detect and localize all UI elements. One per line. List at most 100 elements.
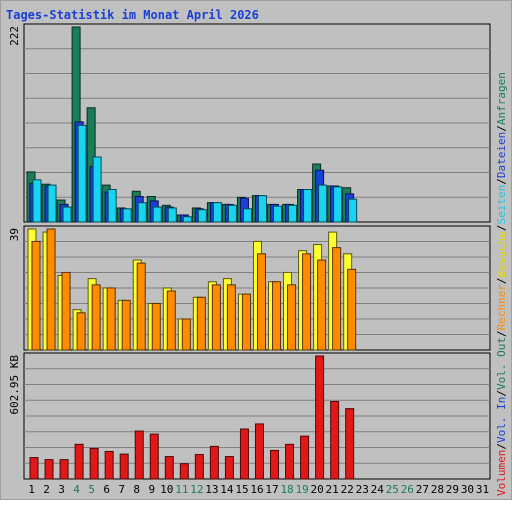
bar-rechner-day-7 — [121, 299, 131, 351]
legend-entry: / — [495, 125, 508, 132]
bar-seiten-day-20 — [318, 184, 328, 223]
x-tick-label: 28 — [431, 483, 444, 496]
bar-seiten-day-11 — [182, 216, 192, 223]
legend-entry: Rechner — [495, 284, 508, 331]
x-tick-label: 3 — [58, 483, 65, 496]
x-tick-label: 27 — [416, 483, 429, 496]
bar-rechner-day-21 — [332, 247, 342, 351]
bar-rechner-day-17 — [272, 281, 282, 351]
bar-volumen-day-22 — [345, 408, 355, 480]
bar-seiten-day-22 — [348, 198, 358, 223]
bar-rechner-day-22 — [347, 268, 357, 351]
bar-seiten-day-9 — [152, 206, 162, 223]
x-tick-label: 12 — [190, 483, 203, 496]
legend-entry: Dateien — [495, 132, 508, 178]
x-tick-label: 16 — [250, 483, 263, 496]
x-tick-label: 13 — [205, 483, 218, 496]
x-tick-label: 15 — [235, 483, 248, 496]
legend-entry: / — [495, 178, 508, 185]
bar-seiten-day-6 — [107, 189, 117, 223]
bar-volumen-day-12 — [194, 454, 204, 480]
bar-volumen-day-4 — [74, 443, 84, 480]
x-tick-label: 31 — [476, 483, 489, 496]
bar-rechner-day-3 — [61, 271, 71, 351]
panel-middle: 39 — [8, 225, 491, 351]
bar-rechner-day-20 — [317, 259, 327, 351]
bar-rechner-day-19 — [302, 253, 312, 351]
bar-volumen-day-15 — [239, 428, 249, 480]
panel-scale-label: 602.95 KB — [8, 355, 21, 415]
bar-volumen-day-10 — [164, 456, 174, 480]
legend-entry: / — [495, 443, 508, 450]
panel-scale-label: 222 — [8, 26, 21, 46]
legend-entry: / — [495, 390, 508, 397]
x-tick-label: 22 — [341, 483, 354, 496]
x-tick-label: 6 — [103, 483, 110, 496]
bar-seiten-day-8 — [137, 202, 147, 223]
bar-volumen-day-19 — [300, 435, 310, 480]
legend-entry: / — [495, 277, 508, 284]
x-tick-label: 8 — [133, 483, 140, 496]
bar-volumen-day-14 — [224, 456, 234, 480]
x-tick-label: 24 — [371, 483, 385, 496]
bar-seiten-day-7 — [122, 208, 132, 223]
legend-entry: Volumen — [495, 450, 508, 496]
x-tick-label: 1 — [28, 483, 35, 496]
legend-entry: Anfragen — [495, 72, 508, 125]
panel-top: 222 — [8, 23, 491, 223]
bar-seiten-day-1 — [32, 179, 42, 223]
bar-seiten-day-15 — [242, 208, 252, 223]
bar-rechner-day-5 — [91, 284, 101, 351]
bar-seiten-day-5 — [92, 156, 102, 223]
x-tick-label: 7 — [118, 483, 125, 496]
bar-seiten-day-18 — [288, 204, 298, 223]
x-tick-label: 4 — [73, 483, 80, 496]
bar-rechner-day-9 — [151, 302, 161, 351]
bar-seiten-day-3 — [62, 206, 72, 223]
bar-volumen-day-3 — [59, 459, 69, 480]
bar-volumen-day-11 — [179, 463, 189, 480]
legend-entry: Vol. Out — [495, 337, 508, 390]
chart-title: Tages-Statistik im Monat April 2026 — [6, 8, 259, 22]
bar-seiten-day-4 — [77, 124, 87, 223]
bar-volumen-day-21 — [330, 400, 340, 480]
bar-rechner-day-16 — [256, 253, 266, 351]
bar-volumen-day-17 — [270, 449, 280, 480]
legend: Volumen/Vol. In/Vol. Out/Rechner/Besuche… — [495, 72, 508, 496]
x-axis-labels: 1 2 3 4 5 6 7 8 9 10 11 12 13 14 15 16 17 18 19 20 21 22 23 24 2… — [28, 483, 489, 496]
x-tick-label: 18 — [280, 483, 293, 496]
bar-volumen-day-7 — [119, 453, 129, 480]
bar-seiten-day-12 — [197, 209, 207, 223]
bar-rechner-day-13 — [211, 284, 221, 351]
legend-entry: / — [495, 224, 508, 231]
legend-entry: Seiten — [495, 185, 508, 225]
x-tick-label: 10 — [160, 483, 173, 496]
bar-seiten-day-21 — [333, 186, 343, 223]
bar-seiten-day-2 — [47, 184, 57, 223]
bar-rechner-day-14 — [226, 284, 236, 351]
panel-bottom: 602.95 KB — [8, 352, 491, 480]
bar-volumen-day-2 — [44, 459, 54, 480]
x-tick-label: 21 — [326, 483, 339, 496]
bar-volumen-day-18 — [285, 443, 295, 480]
x-tick-label: 17 — [265, 483, 278, 496]
x-tick-label: 9 — [148, 483, 155, 496]
bar-rechner-day-8 — [136, 262, 146, 351]
bar-seiten-day-14 — [227, 204, 237, 223]
bar-seiten-day-10 — [167, 207, 177, 223]
bar-volumen-day-13 — [209, 445, 219, 480]
chart-panels: 222 39 602.95 KB — [8, 23, 491, 480]
legend-entry: Vol. In — [495, 397, 508, 443]
legend-entry: Besuche — [495, 231, 508, 277]
bar-volumen-day-6 — [104, 450, 114, 480]
x-tick-label: 29 — [446, 483, 459, 496]
bar-rechner-day-6 — [106, 287, 116, 351]
bar-rechner-day-10 — [166, 290, 176, 351]
panel-scale-label: 39 — [8, 228, 21, 241]
x-tick-label: 20 — [311, 483, 324, 496]
bar-rechner-day-1 — [31, 240, 41, 351]
bar-seiten-day-13 — [212, 202, 222, 223]
x-tick-label: 30 — [461, 483, 474, 496]
